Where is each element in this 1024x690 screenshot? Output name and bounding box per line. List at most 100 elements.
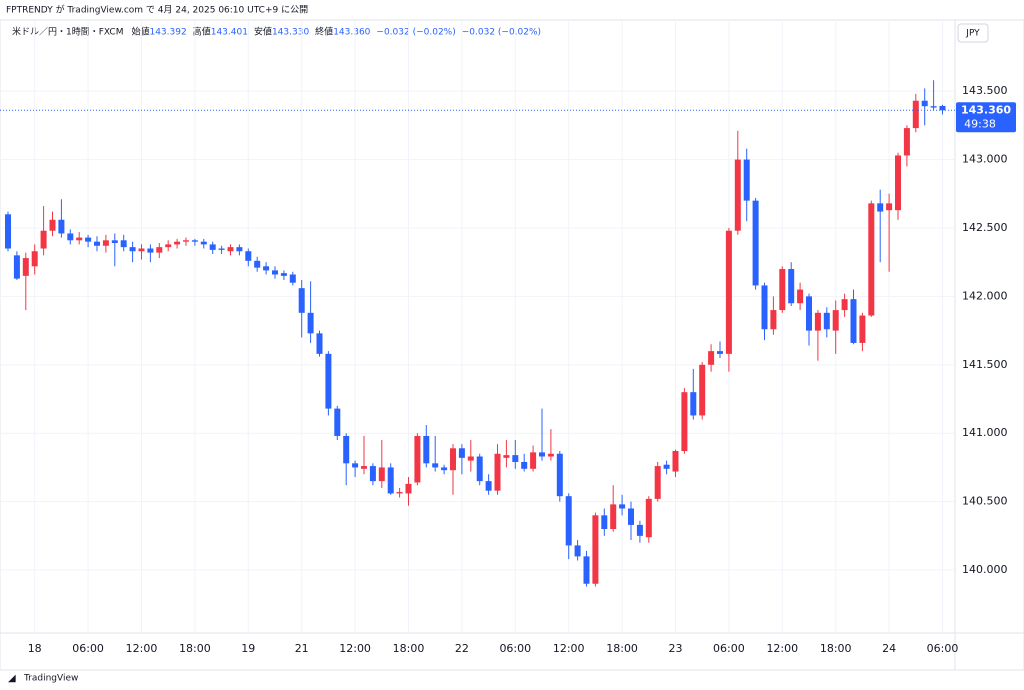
countdown: 49:38 (964, 117, 996, 130)
x-tick-label: 18:00 (606, 642, 638, 655)
legend-value: 143.392 (149, 28, 186, 38)
candle-body (31, 251, 38, 267)
candle-body (369, 466, 376, 482)
candle-body (645, 498, 652, 538)
legend-value: −0.032 (−0.02%) (462, 28, 541, 38)
candle-body (467, 456, 474, 461)
candle-body (22, 258, 29, 276)
candle-body (200, 241, 207, 245)
candle-body (13, 255, 20, 279)
candle-body (165, 244, 172, 248)
candle-body (414, 435, 421, 483)
candle-body (806, 296, 812, 331)
candle-body (129, 247, 136, 252)
x-tick-label: 12:00 (339, 642, 371, 655)
candle-body (245, 251, 252, 261)
frame (0, 19, 1024, 671)
legend-label: 終値 (315, 26, 333, 38)
x-tick-label: 12:00 (766, 642, 798, 655)
candle-body (405, 483, 412, 494)
candle-body (912, 100, 919, 129)
legend-value: 143.401 (211, 28, 248, 38)
candle-body (307, 312, 314, 334)
legend-label: 高値 (193, 26, 211, 38)
footer: TradingView (23, 674, 78, 684)
candle-body (672, 451, 679, 472)
candle-body (432, 463, 439, 468)
candle-body (138, 248, 145, 252)
candle-body (788, 269, 795, 304)
candle-body (690, 392, 697, 416)
candle-body (601, 515, 608, 530)
candle-body (263, 266, 270, 271)
candle-body (218, 248, 225, 250)
candle-body (94, 241, 100, 246)
y-tick-label: 143.000 (962, 153, 1008, 166)
candle-body (859, 315, 866, 343)
candle-body (387, 467, 394, 494)
x-tick-label: 06:00 (72, 642, 104, 655)
candle-body (147, 248, 154, 253)
legend-label: 始値 (131, 26, 149, 38)
x-tick-label: 22 (455, 642, 469, 655)
candle-body (76, 237, 83, 241)
y-tick-label: 140.500 (962, 495, 1008, 508)
candle-body (423, 435, 430, 464)
candle-body (850, 299, 857, 343)
x-tick-label: 12:00 (126, 642, 158, 655)
candle-body (921, 100, 928, 107)
candle-body (102, 240, 109, 246)
candle-body (628, 508, 634, 525)
candle-body (280, 273, 287, 276)
candle-body (494, 453, 501, 491)
tv-logo-mark: ◢ (8, 673, 16, 684)
candle-body (343, 435, 350, 464)
last-price-label: 143.360 (961, 103, 1011, 116)
x-tick-label: 21 (295, 642, 309, 655)
candle-body (752, 200, 759, 286)
candle-body (565, 496, 572, 546)
candle-body (450, 448, 456, 471)
candle-body (556, 453, 563, 497)
candle-body (5, 214, 11, 249)
candle-body (174, 241, 181, 245)
x-tick-label: 19 (241, 642, 255, 655)
candle-body (289, 274, 296, 283)
candle-body (236, 247, 243, 252)
symbol: 米ドル／円・1時間・FXCM (12, 26, 123, 38)
candle-body (832, 310, 839, 331)
candle-body (699, 364, 706, 416)
y-tick-label: 142.000 (962, 289, 1008, 302)
header: FPTRENDY が TradingView.com で 4月 24, 2025… (6, 4, 308, 16)
candle-body (797, 289, 804, 304)
candle-body (40, 230, 47, 249)
candle-body (378, 467, 385, 482)
candle-body (396, 492, 403, 494)
candle-body (681, 392, 688, 452)
candle-body (877, 203, 884, 212)
y-tick-label: 141.500 (962, 358, 1008, 371)
y-tick-label: 140.000 (962, 563, 1008, 576)
legend-value: −0.032 (−0.02%) (376, 28, 455, 38)
candle-body (779, 269, 786, 311)
candle-body (583, 556, 590, 584)
candle-body (67, 233, 74, 241)
candle-body (868, 203, 875, 316)
candle-body (530, 452, 537, 469)
legend-label: 安値 (254, 26, 272, 38)
candle-body (886, 203, 893, 211)
candle-body (663, 464, 670, 469)
x-tick-label: 12:00 (553, 642, 585, 655)
candle-body (352, 463, 359, 468)
x-tick-label: 18:00 (820, 642, 852, 655)
candle-body (120, 240, 127, 248)
y-tick-label: 143.500 (962, 84, 1008, 97)
candle-body (183, 240, 189, 242)
candle-body (823, 312, 830, 330)
candle-body (770, 310, 777, 330)
candle-body (325, 353, 332, 409)
candle-body (761, 285, 768, 330)
candle-body (592, 515, 599, 584)
